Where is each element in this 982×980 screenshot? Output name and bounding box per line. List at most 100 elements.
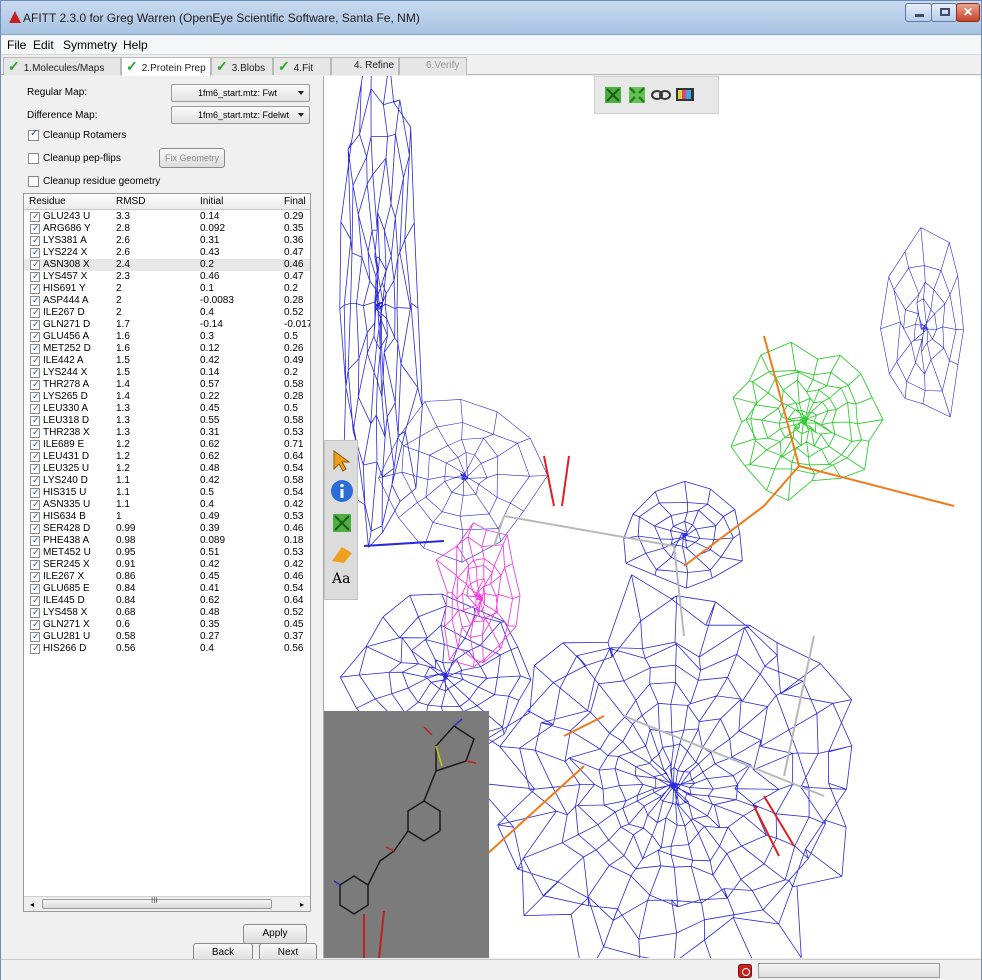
table-row[interactable]: GLU456 A 1.6 0.3 0.5 <box>24 331 310 343</box>
minimize-button[interactable] <box>905 3 932 22</box>
3d-viewer[interactable]: Aa <box>323 76 981 958</box>
table-row[interactable]: ILE267 D 2 0.4 0.52 <box>24 307 310 319</box>
table-row[interactable]: HIS315 U 1.1 0.5 0.54 <box>24 487 310 499</box>
cleanup-rotamers-checkbox[interactable] <box>28 128 39 141</box>
table-row[interactable]: LYS265 D 1.4 0.22 0.28 <box>24 391 310 403</box>
row-checkbox[interactable] <box>30 211 40 222</box>
measure-icon[interactable] <box>330 541 354 565</box>
row-checkbox[interactable] <box>30 583 40 594</box>
row-checkbox[interactable] <box>30 631 40 642</box>
row-checkbox[interactable] <box>30 379 40 390</box>
row-checkbox[interactable] <box>30 595 40 606</box>
table-row[interactable]: PHE438 A 0.98 0.089 0.18 <box>24 535 310 547</box>
fix-geometry-button[interactable]: Fix Geometry <box>159 148 225 168</box>
row-checkbox[interactable] <box>30 559 40 570</box>
row-checkbox[interactable] <box>30 235 40 246</box>
column-rmsd[interactable]: RMSD <box>116 196 146 207</box>
table-row[interactable]: LYS240 D 1.1 0.42 0.58 <box>24 475 310 487</box>
table-row[interactable]: ILE442 A 1.5 0.42 0.49 <box>24 355 310 367</box>
table-row[interactable]: LEU318 D 1.3 0.55 0.58 <box>24 415 310 427</box>
row-checkbox[interactable] <box>30 319 40 330</box>
table-row[interactable]: THR278 A 1.4 0.57 0.58 <box>24 379 310 391</box>
next-button[interactable]: Next <box>259 943 317 963</box>
table-row[interactable]: LEU431 D 1.2 0.62 0.64 <box>24 451 310 463</box>
table-row[interactable]: GLU685 E 0.84 0.41 0.54 <box>24 583 310 595</box>
scrollbar-thumb[interactable]: III <box>42 896 272 909</box>
table-row[interactable]: THR238 X 1.3 0.31 0.53 <box>24 427 310 439</box>
table-row[interactable]: MET452 U 0.95 0.51 0.53 <box>24 547 310 559</box>
fit-view-icon[interactable] <box>603 85 623 105</box>
maximize-button[interactable] <box>931 3 957 22</box>
row-checkbox[interactable] <box>30 247 40 258</box>
row-checkbox[interactable] <box>30 427 40 438</box>
row-checkbox[interactable] <box>30 295 40 306</box>
regular-map-select[interactable]: 1fm6_start.mtz: Fwt <box>171 84 310 102</box>
scroll-left-icon[interactable]: ◂ <box>30 900 35 909</box>
menu-symmetry[interactable]: Symmetry <box>63 38 117 52</box>
horizontal-scrollbar[interactable]: ◂ III ▸ <box>24 896 310 911</box>
row-checkbox[interactable] <box>30 499 40 510</box>
display-settings-icon[interactable] <box>675 85 695 105</box>
row-checkbox[interactable] <box>30 367 40 378</box>
row-checkbox[interactable] <box>30 547 40 558</box>
link-icon[interactable] <box>651 85 671 105</box>
row-checkbox[interactable] <box>30 487 40 498</box>
pointer-icon[interactable] <box>330 449 354 473</box>
row-checkbox[interactable] <box>30 343 40 354</box>
table-row[interactable]: ASN308 X 2.4 0.2 0.46 <box>24 259 310 271</box>
table-row[interactable]: ILE267 X 0.86 0.45 0.46 <box>24 571 310 583</box>
expand-view-icon[interactable] <box>627 85 647 105</box>
row-checkbox[interactable] <box>30 391 40 402</box>
table-row[interactable]: ASN335 U 1.1 0.4 0.42 <box>24 499 310 511</box>
menu-file[interactable]: File <box>7 38 27 52</box>
scroll-right-icon[interactable]: ▸ <box>299 900 304 909</box>
table-row[interactable]: HIS266 D 0.56 0.4 0.56 <box>24 643 310 655</box>
cleanup-residue-geometry-checkbox[interactable] <box>28 176 39 187</box>
difference-map-select[interactable]: 1fm6_start.mtz: Fdelwt <box>171 106 310 124</box>
table-row[interactable]: HIS634 B 1 0.49 0.53 <box>24 511 310 523</box>
row-checkbox[interactable] <box>30 331 40 342</box>
table-row[interactable]: ARG686 Y 2.8 0.092 0.35 <box>24 223 310 235</box>
row-checkbox[interactable] <box>30 475 40 486</box>
table-row[interactable]: ILE445 D 0.84 0.62 0.64 <box>24 595 310 607</box>
table-row[interactable]: LYS381 A 2.6 0.31 0.36 <box>24 235 310 247</box>
density-map-view[interactable] <box>324 76 981 958</box>
row-checkbox[interactable] <box>30 283 40 294</box>
cleanup-pepflips-checkbox[interactable] <box>28 153 39 164</box>
row-checkbox[interactable] <box>30 535 40 546</box>
table-row[interactable]: LYS244 X 1.5 0.14 0.2 <box>24 367 310 379</box>
title-bar[interactable]: AFITT 2.3.0 for Greg Warren (OpenEye Sci… <box>1 1 981 35</box>
table-row[interactable]: ILE689 E 1.2 0.62 0.71 <box>24 439 310 451</box>
table-row[interactable]: SER245 X 0.91 0.42 0.42 <box>24 559 310 571</box>
tab-protein-prep[interactable]: ✓ 2.Protein Prep <box>121 57 211 76</box>
menu-edit[interactable]: Edit <box>33 38 54 52</box>
row-checkbox[interactable] <box>30 271 40 282</box>
table-row[interactable]: LYS457 X 2.3 0.46 0.47 <box>24 271 310 283</box>
row-checkbox[interactable] <box>30 643 40 654</box>
label-text-icon[interactable]: Aa <box>332 571 351 587</box>
row-checkbox[interactable] <box>30 511 40 522</box>
table-row[interactable]: ASP444 A 2 -0.0083 0.28 <box>24 295 310 307</box>
column-final[interactable]: Final <box>284 196 306 207</box>
table-row[interactable]: HIS691 Y 2 0.1 0.2 <box>24 283 310 295</box>
tab-fit[interactable]: ✓ 4.Fit <box>273 57 331 75</box>
center-view-icon[interactable] <box>330 511 354 535</box>
row-checkbox[interactable] <box>30 307 40 318</box>
row-checkbox[interactable] <box>30 451 40 462</box>
stop-icon[interactable] <box>738 964 752 978</box>
row-checkbox[interactable] <box>30 463 40 474</box>
table-row[interactable]: GLU281 U 0.58 0.27 0.37 <box>24 631 310 643</box>
row-checkbox[interactable] <box>30 607 40 618</box>
column-residue[interactable]: Residue <box>29 196 66 207</box>
column-initial[interactable]: Initial <box>200 196 224 207</box>
row-checkbox[interactable] <box>30 259 40 270</box>
row-checkbox[interactable] <box>30 403 40 414</box>
table-row[interactable]: GLU243 U 3.3 0.14 0.29 <box>24 211 310 223</box>
tab-molecules-maps[interactable]: ✓ 1.Molecules/Maps <box>3 57 121 75</box>
row-checkbox[interactable] <box>30 355 40 366</box>
table-row[interactable]: LYS458 X 0.68 0.48 0.52 <box>24 607 310 619</box>
row-checkbox[interactable] <box>30 619 40 630</box>
table-row[interactable]: GLN271 X 0.6 0.35 0.45 <box>24 619 310 631</box>
apply-button[interactable]: Apply <box>243 924 307 944</box>
row-checkbox[interactable] <box>30 439 40 450</box>
